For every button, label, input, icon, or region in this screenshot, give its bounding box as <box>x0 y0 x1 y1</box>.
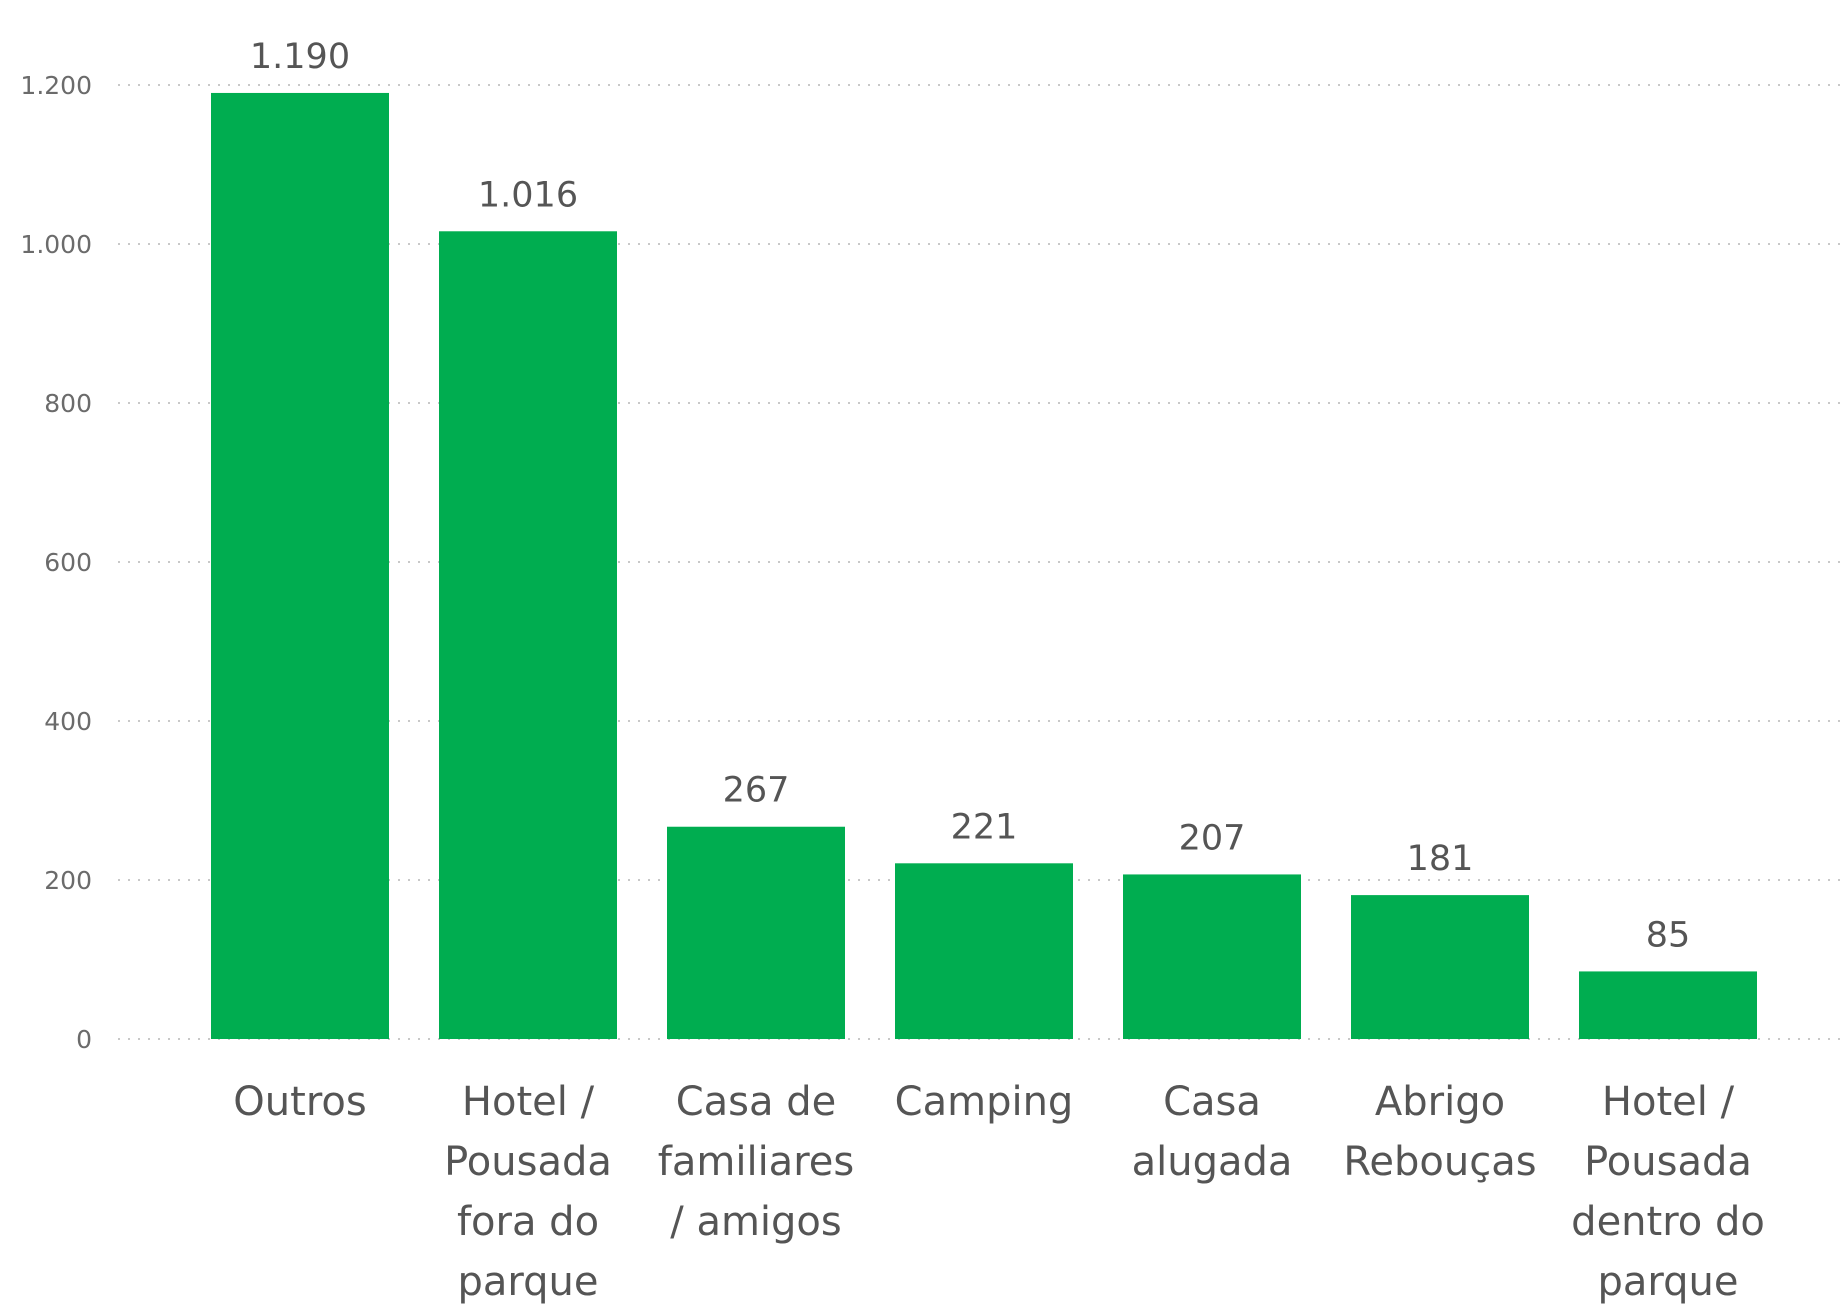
y-tick-label: 200 <box>44 866 92 895</box>
x-tick-label: Outros <box>233 1079 366 1125</box>
x-tick-label-line: / amigos <box>670 1199 841 1245</box>
x-tick-label-line: Hotel / <box>1602 1079 1735 1125</box>
x-tick-label-line: Camping <box>895 1079 1074 1125</box>
bar[interactable] <box>1579 971 1757 1039</box>
x-tick-label-line: familiares <box>658 1139 854 1185</box>
x-tick-label-line: alugada <box>1132 1139 1293 1185</box>
x-tick-label: Camping <box>895 1079 1074 1125</box>
bar[interactable] <box>439 231 617 1039</box>
y-tick-label: 400 <box>44 707 92 736</box>
x-tick-label: Hotel / Pousada dentro do parque <box>1571 1079 1765 1305</box>
y-tick-label: 800 <box>44 389 92 418</box>
bars <box>211 92 1757 1039</box>
x-tick-label: Casa alugada <box>1132 1079 1293 1185</box>
data-label: 85 <box>1646 915 1691 955</box>
data-label: 207 <box>1179 818 1246 858</box>
y-tick-label: 1.200 <box>20 71 92 100</box>
x-tick-label: Hotel / Pousada fora do parque <box>444 1079 612 1305</box>
x-tick-label-line: Abrigo <box>1375 1079 1505 1125</box>
y-tick-label: 1.000 <box>20 230 92 259</box>
y-tick-label: 0 <box>76 1025 92 1054</box>
data-label: 221 <box>951 807 1018 847</box>
x-tick-label-line: Rebouças <box>1343 1139 1536 1185</box>
x-tick-label-line: Casa <box>1163 1079 1261 1125</box>
x-tick-label-line: parque <box>1598 1259 1739 1305</box>
x-tick-label-line: Casa de <box>676 1079 837 1125</box>
data-label: 1.190 <box>250 37 350 77</box>
x-tick-label-line: fora do <box>457 1199 599 1245</box>
y-tick-label: 600 <box>44 548 92 577</box>
gridlines <box>118 84 1848 1040</box>
data-label: 181 <box>1407 839 1474 879</box>
x-tick-label-line: parque <box>458 1259 599 1305</box>
y-axis: 0 200 400 600 800 1.000 1.200 <box>20 71 92 1054</box>
bar[interactable] <box>1123 874 1301 1039</box>
bar[interactable] <box>1351 895 1529 1039</box>
data-label: 267 <box>723 771 790 811</box>
data-label: 1.016 <box>478 175 578 215</box>
x-tick-label-line: Outros <box>233 1079 366 1125</box>
data-labels: 1.190 1.016 267 221 207 181 85 <box>250 37 1690 955</box>
x-tick-label-line: Pousada <box>1584 1139 1752 1185</box>
x-tick-label: Abrigo Rebouças <box>1343 1079 1536 1185</box>
x-axis: Outros Hotel / Pousada fora do parque Casa de… <box>233 1079 1765 1305</box>
bar[interactable] <box>895 863 1073 1039</box>
bar[interactable] <box>667 826 845 1039</box>
x-tick-label-line: Pousada <box>444 1139 612 1185</box>
bar[interactable] <box>211 92 389 1039</box>
x-tick-label: Casa de familiares / amigos <box>658 1079 854 1245</box>
x-tick-label-line: dentro do <box>1571 1199 1765 1245</box>
x-tick-label-line: Hotel / <box>462 1079 595 1125</box>
